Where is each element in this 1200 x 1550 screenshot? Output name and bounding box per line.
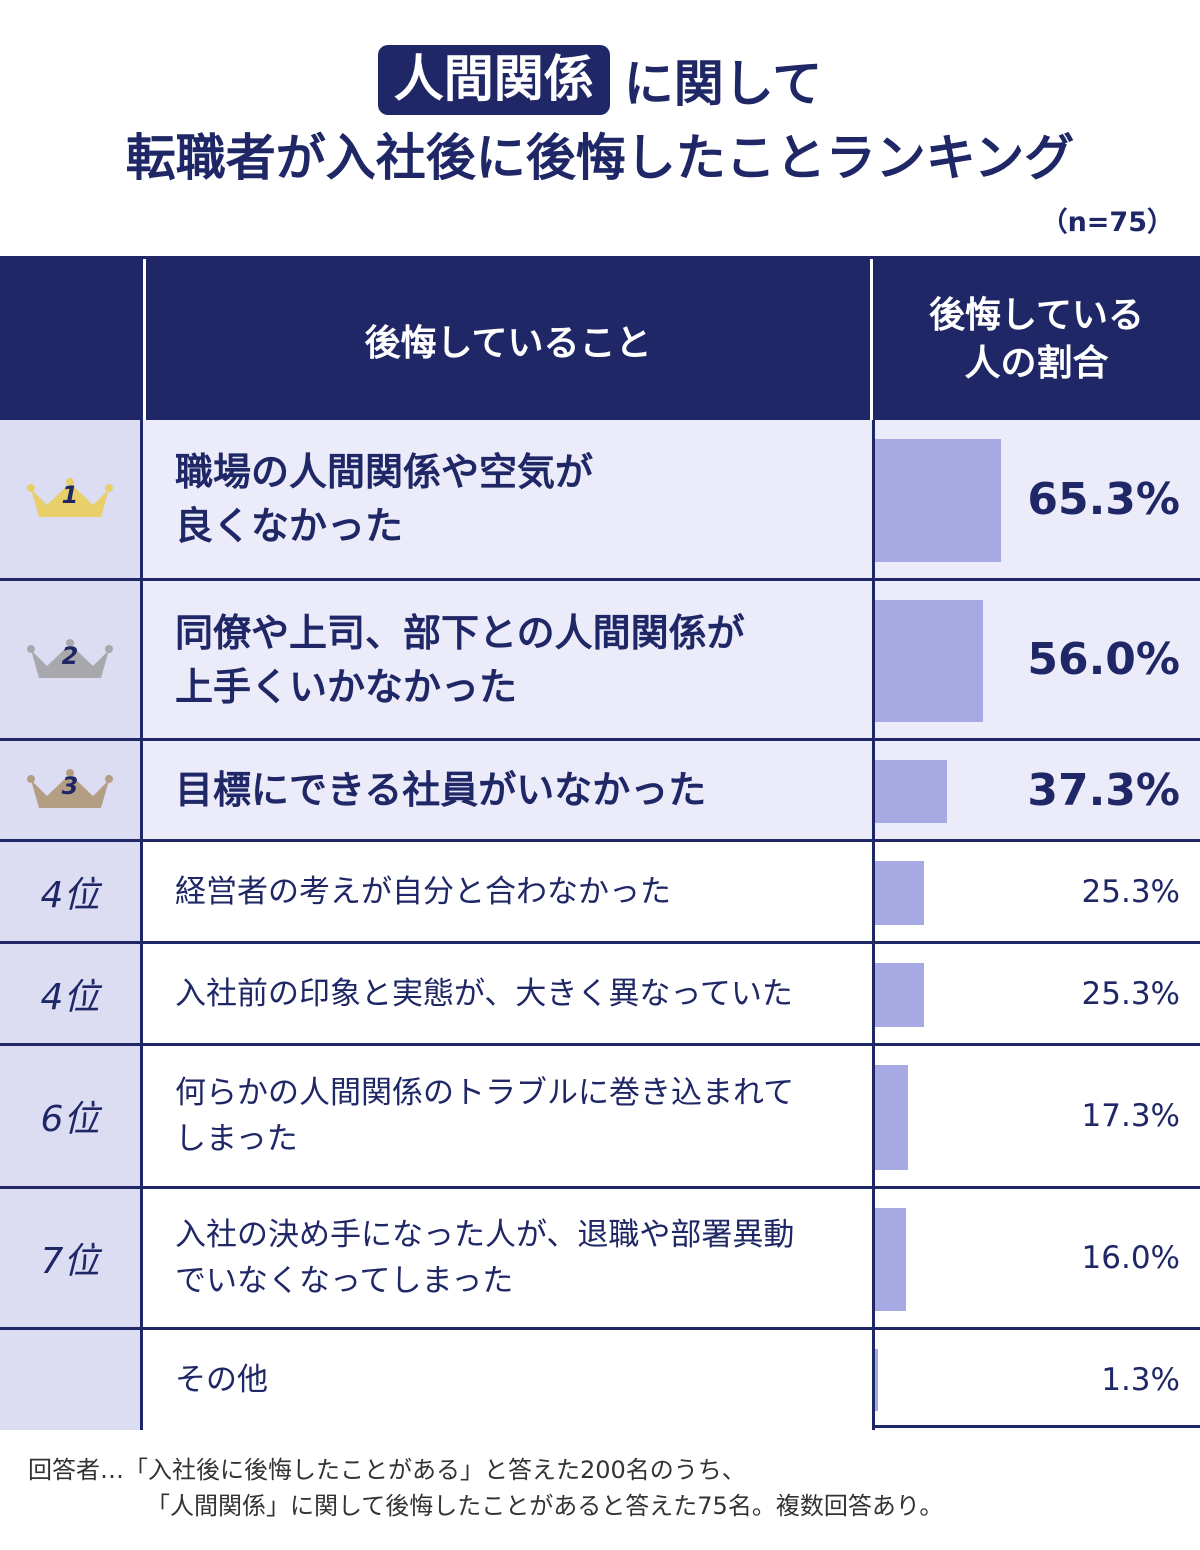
title-area: 人間関係 に関して 転職者が入社後に後悔したことランキング （n=75） <box>0 0 1200 250</box>
rank-cell: 7位 <box>0 1189 140 1327</box>
percentage-cell: 16.0% <box>875 1189 1200 1327</box>
header-rank-cell <box>0 259 140 420</box>
rank-label: 7位 <box>40 1241 100 1282</box>
bar <box>875 600 984 722</box>
header-item: 後悔していること <box>143 259 873 420</box>
bar <box>875 963 924 1027</box>
item-label: その他 <box>175 1362 268 1398</box>
percentage-cell: 25.3% <box>875 944 1200 1043</box>
percentage-label: 1.3% <box>1101 1362 1180 1398</box>
item-label: 目標にできる社員がいなかった <box>175 768 707 812</box>
item-cell: 目標にできる社員がいなかった <box>140 741 875 839</box>
title-line1-text: に関して <box>623 55 823 113</box>
gold-crown-icon: 1 <box>25 475 115 523</box>
item-label: 経営者の考えが自分と合わなかった <box>175 873 671 910</box>
item-cell: 職場の人間関係や空気が 良くなかった <box>140 420 875 578</box>
title-badge: 人間関係 <box>377 45 610 115</box>
percentage-cell: 37.3% <box>875 741 1200 839</box>
bar <box>875 861 924 925</box>
percentage-cell: 17.3% <box>875 1046 1200 1186</box>
rank-number: 1 <box>61 481 79 509</box>
table-row: 7位 入社の決め手になった人が、退職や部署異動 でいなくなってしまった 16.0% <box>0 1189 1200 1330</box>
percentage-cell: 65.3% <box>875 420 1200 578</box>
item-cell: 同僚や上司、部下との人間関係が 上手くいかなかった <box>140 581 875 738</box>
percentage-cell: 56.0% <box>875 581 1200 738</box>
item-label: 入社の決め手になった人が、退職や部署異動 でいなくなってしまった <box>175 1217 795 1299</box>
rank-cell: 1 <box>0 420 140 578</box>
item-label: 入社前の印象と実態が、大きく異なっていた <box>175 975 793 1012</box>
rank-label: 6位 <box>40 1099 100 1140</box>
percentage-label: 65.3% <box>1027 473 1180 525</box>
rank-cell: 6位 <box>0 1046 140 1186</box>
percentage-label: 17.3% <box>1081 1098 1180 1134</box>
percentage-label: 37.3% <box>1027 764 1180 816</box>
table-row: 6位 何らかの人間関係のトラブルに巻き込まれて しまった 17.3% <box>0 1046 1200 1189</box>
footnote-line2: 「人間関係」に関して後悔したことがあると答えた75名。複数回答あり。 <box>146 1492 944 1520</box>
table-row: その他 1.3% <box>0 1330 1200 1430</box>
percentage-label: 25.3% <box>1081 975 1180 1012</box>
table-row: 3 目標にできる社員がいなかった 37.3% <box>0 741 1200 842</box>
item-label: 同僚や上司、部下との人間関係が 上手くいかなかった <box>175 610 745 709</box>
bar <box>875 1065 909 1170</box>
silver-crown-icon: 2 <box>25 636 115 684</box>
item-cell: 入社前の印象と実態が、大きく異なっていた <box>140 944 875 1043</box>
item-cell: 入社の決め手になった人が、退職や部署異動 でいなくなってしまった <box>140 1189 875 1327</box>
bar <box>875 760 947 823</box>
rank-number: 2 <box>61 641 79 670</box>
rank-cell: 3 <box>0 741 140 839</box>
item-label: 何らかの人間関係のトラブルに巻き込まれて しまった <box>175 1075 795 1157</box>
footnote-line1: 回答者…「入社後に後悔したことがある」と答えた200名のうち、 <box>28 1456 746 1484</box>
table-row: 4位 入社前の印象と実態が、大きく異なっていた 25.3% <box>0 944 1200 1046</box>
table-row: 1 職場の人間関係や空気が 良くなかった 65.3% <box>0 420 1200 581</box>
item-cell: 経営者の考えが自分と合わなかった <box>140 842 875 941</box>
percentage-cell: 1.3% <box>875 1330 1200 1430</box>
table-row: 4位 経営者の考えが自分と合わなかった 25.3% <box>0 842 1200 944</box>
chart-title: 転職者が入社後に後悔したことランキング <box>125 129 1075 187</box>
rank-number: 3 <box>61 772 79 800</box>
rank-label: 4位 <box>40 874 100 916</box>
bar <box>875 1208 906 1311</box>
sample-size: （n=75） <box>1040 207 1174 238</box>
bronze-crown-icon: 3 <box>25 766 115 814</box>
percentage-label: 16.0% <box>1081 1240 1180 1276</box>
bar <box>875 1349 878 1411</box>
footnote: 回答者…「入社後に後悔したことがある」と答えた200名のうち、 「人間関係」に関… <box>28 1452 943 1524</box>
header-percentage: 後悔している 人の割合 <box>929 294 1144 384</box>
rank-cell: 2 <box>0 581 140 738</box>
table-row: 2 同僚や上司、部下との人間関係が 上手くいかなかった 56.0% <box>0 581 1200 741</box>
percentage-label: 56.0% <box>1027 634 1180 685</box>
item-label: 職場の人間関係や空気が 良くなかった <box>175 450 594 548</box>
title-line1: 人間関係 に関して <box>0 42 1200 118</box>
item-cell: 何らかの人間関係のトラブルに巻き込まれて しまった <box>140 1046 875 1186</box>
item-cell: その他 <box>140 1330 875 1430</box>
ranking-table: 後悔していること 後悔している 人の割合 1 職場の人間関係や空気が 良くなかった… <box>0 256 1200 1430</box>
table-header: 後悔していること 後悔している 人の割合 <box>0 259 1200 420</box>
rank-cell <box>0 1330 140 1430</box>
percentage-cell: 25.3% <box>875 842 1200 941</box>
rank-cell: 4位 <box>0 944 140 1043</box>
rank-label: 4位 <box>40 976 100 1018</box>
bar <box>875 439 1002 562</box>
percentage-label: 25.3% <box>1081 873 1180 910</box>
rank-cell: 4位 <box>0 842 140 941</box>
